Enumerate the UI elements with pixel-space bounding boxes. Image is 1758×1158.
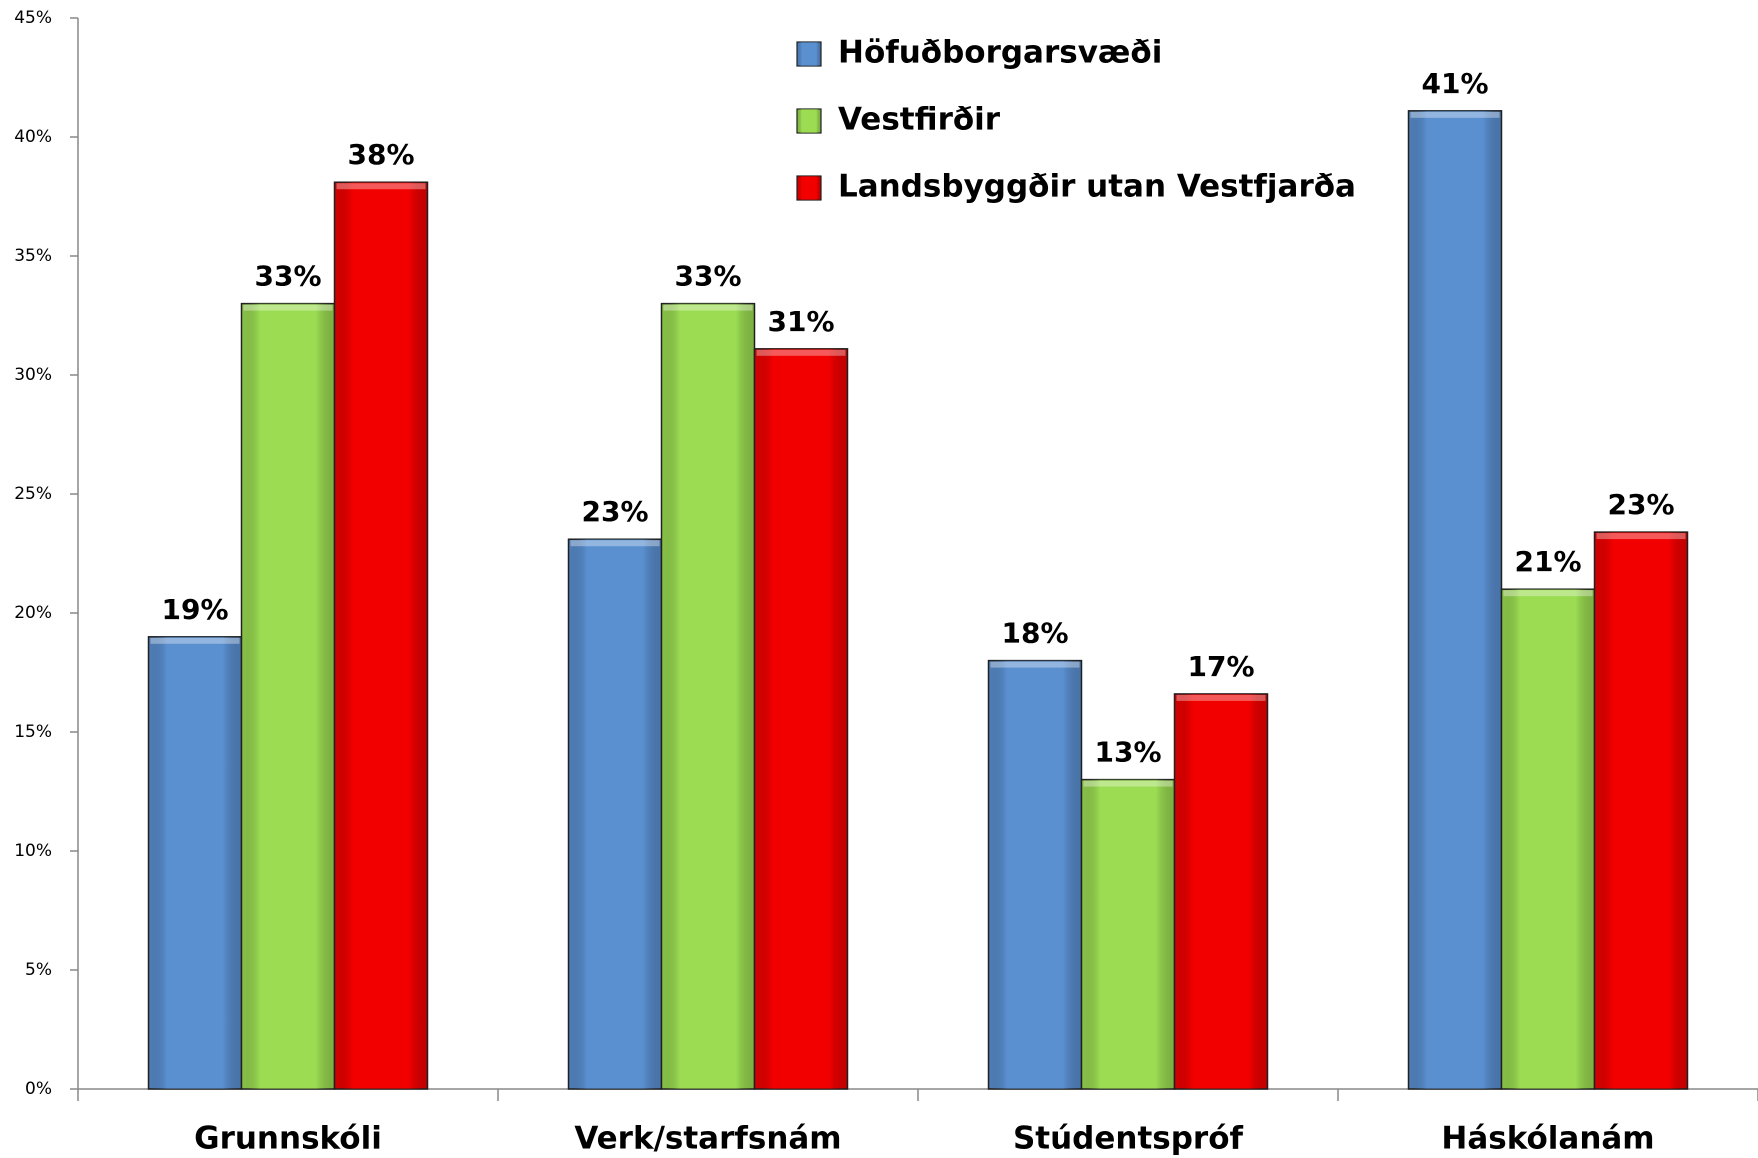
legend-label: Vestfirðir <box>838 102 1001 138</box>
x-tick-label: Háskólanám <box>1441 1121 1654 1157</box>
bar-cap <box>336 183 426 190</box>
bar-shade <box>661 303 755 1090</box>
value-label: 33% <box>674 260 741 293</box>
bar-cap <box>663 304 753 311</box>
bar-cap <box>1083 780 1173 787</box>
x-tick-label: Grunnskóli <box>194 1121 382 1157</box>
x-tick-label: Stúdentspróf <box>1013 1121 1244 1157</box>
bar-cap <box>1410 111 1500 118</box>
bar-cap <box>570 540 660 547</box>
bar-shade <box>334 182 428 1090</box>
y-tick-label: 25% <box>14 484 52 504</box>
value-label: 38% <box>347 138 414 171</box>
bar-shade <box>1174 693 1268 1089</box>
bar-shade <box>241 303 335 1090</box>
value-label: 31% <box>767 305 834 338</box>
bar-cap <box>150 637 240 644</box>
value-label: 21% <box>1514 545 1581 578</box>
bar-shade <box>148 636 242 1089</box>
bar-cap <box>1176 694 1266 701</box>
x-tick-label: Verk/starfsnám <box>574 1121 841 1157</box>
value-label: 13% <box>1094 736 1161 769</box>
y-tick-label: 15% <box>14 722 52 742</box>
value-label: 19% <box>161 593 228 626</box>
bar-shade <box>754 348 848 1089</box>
bar-cap <box>1503 590 1593 597</box>
y-tick-label: 35% <box>14 246 52 266</box>
y-tick-label: 5% <box>25 960 52 980</box>
bar-shade <box>1408 110 1502 1089</box>
bar-shade <box>988 660 1082 1089</box>
bar-cap <box>243 304 333 311</box>
y-tick-label: 30% <box>14 365 52 385</box>
legend-swatch-shade <box>797 176 821 200</box>
legend-swatch-shade <box>797 109 821 133</box>
y-tick-label: 10% <box>14 841 52 861</box>
y-tick-label: 20% <box>14 603 52 623</box>
value-label: 23% <box>1607 488 1674 521</box>
value-label: 33% <box>254 260 321 293</box>
bar-shade <box>568 539 662 1089</box>
bar-cap <box>1596 533 1686 540</box>
legend-label: Landsbyggðir utan Vestfjarða <box>838 169 1356 205</box>
value-label: 23% <box>581 495 648 528</box>
value-label: 41% <box>1421 67 1488 100</box>
y-tick-label: 0% <box>25 1079 52 1099</box>
value-label: 18% <box>1001 617 1068 650</box>
bar-shade <box>1081 779 1175 1089</box>
legend-swatch-shade <box>797 42 821 66</box>
bar-shade <box>1501 589 1595 1089</box>
value-label: 17% <box>1187 650 1254 683</box>
y-tick-label: 40% <box>14 127 52 147</box>
bar-shade <box>1594 532 1688 1089</box>
bar-cap <box>756 349 846 356</box>
y-tick-label: 45% <box>14 8 52 28</box>
bar-cap <box>990 661 1080 668</box>
legend-label: Höfuðborgarsvæði <box>838 35 1162 71</box>
